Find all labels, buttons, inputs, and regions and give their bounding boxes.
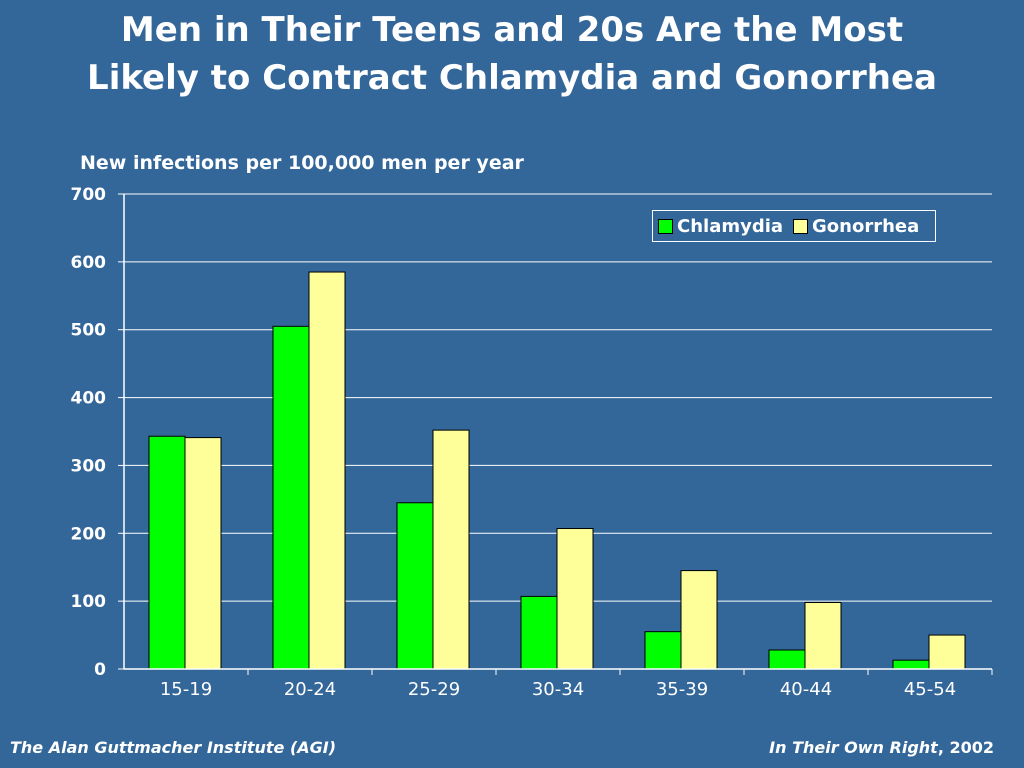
axes bbox=[118, 193, 993, 675]
bar-chlamydia-30-34 bbox=[520, 595, 558, 670]
x-tick-label: 20-24 bbox=[284, 679, 336, 700]
y-tick-label: 0 bbox=[94, 660, 106, 680]
y-tick-labels: 0 100 200 300 400 500 600 700 bbox=[71, 185, 107, 680]
gridlines bbox=[124, 193, 992, 602]
y-tick-label: 700 bbox=[71, 185, 107, 205]
bar-gonorrhea-30-34 bbox=[556, 528, 594, 670]
bar-chlamydia-40-44 bbox=[768, 649, 806, 670]
bar-chlamydia-45-54 bbox=[892, 659, 930, 670]
bar-chlamydia-35-39 bbox=[644, 631, 682, 670]
bar-gonorrhea-40-44 bbox=[804, 602, 842, 670]
footer-publication: In Their Own Right, 2002 bbox=[769, 738, 994, 757]
legend-label-gonorrhea: Gonorrhea bbox=[812, 215, 920, 237]
x-tick-labels: 15-19 20-24 25-29 30-34 35-39 40-44 45-54 bbox=[160, 679, 956, 700]
x-tick-label: 15-19 bbox=[160, 679, 212, 700]
x-tick-label: 35-39 bbox=[656, 679, 708, 700]
legend-swatch-chlamydia bbox=[658, 218, 673, 234]
bar-gonorrhea-20-24 bbox=[308, 271, 346, 670]
bar-gonorrhea-45-54 bbox=[928, 634, 966, 670]
x-tick-label: 25-29 bbox=[408, 679, 460, 700]
y-tick-label: 500 bbox=[71, 321, 107, 341]
title-line-2: Likely to Contract Chlamydia and Gonorrh… bbox=[87, 58, 937, 98]
y-tick-label: 100 bbox=[71, 592, 107, 612]
chart-legend: Chlamydia Gonorrhea bbox=[652, 210, 936, 242]
x-tick-label: 45-54 bbox=[904, 679, 956, 700]
footer-source: The Alan Guttmacher Institute (AGI) bbox=[10, 738, 337, 757]
slide-title: Men in Their Teens and 20s Are the Most … bbox=[0, 6, 1024, 102]
legend-entry-gonorrhea: Gonorrhea bbox=[793, 216, 919, 237]
title-line-1: Men in Their Teens and 20s Are the Most bbox=[120, 10, 904, 50]
legend-entry-chlamydia: Chlamydia bbox=[658, 216, 783, 237]
y-tick-label: 300 bbox=[71, 456, 107, 476]
y-axis-label: New infections per 100,000 men per year bbox=[80, 152, 524, 174]
x-tick-label: 40-44 bbox=[780, 679, 832, 700]
legend-swatch-gonorrhea bbox=[793, 218, 809, 234]
y-tick-label: 400 bbox=[71, 389, 107, 409]
bar-chlamydia-15-19 bbox=[148, 435, 186, 670]
bars bbox=[148, 271, 966, 670]
footer-publication-year: , 2002 bbox=[937, 738, 994, 757]
bar-chlamydia-20-24 bbox=[272, 325, 310, 670]
footer-publication-title: In Their Own Right bbox=[769, 738, 938, 757]
x-tick-label: 30-34 bbox=[532, 679, 584, 700]
bar-chlamydia-25-29 bbox=[396, 502, 434, 670]
bar-gonorrhea-35-39 bbox=[680, 570, 718, 670]
y-tick-label: 600 bbox=[71, 253, 107, 273]
legend-label-chlamydia: Chlamydia bbox=[677, 215, 784, 237]
bar-gonorrhea-25-29 bbox=[432, 429, 470, 670]
bar-gonorrhea-15-19 bbox=[184, 437, 222, 670]
y-tick-label: 200 bbox=[71, 524, 107, 544]
